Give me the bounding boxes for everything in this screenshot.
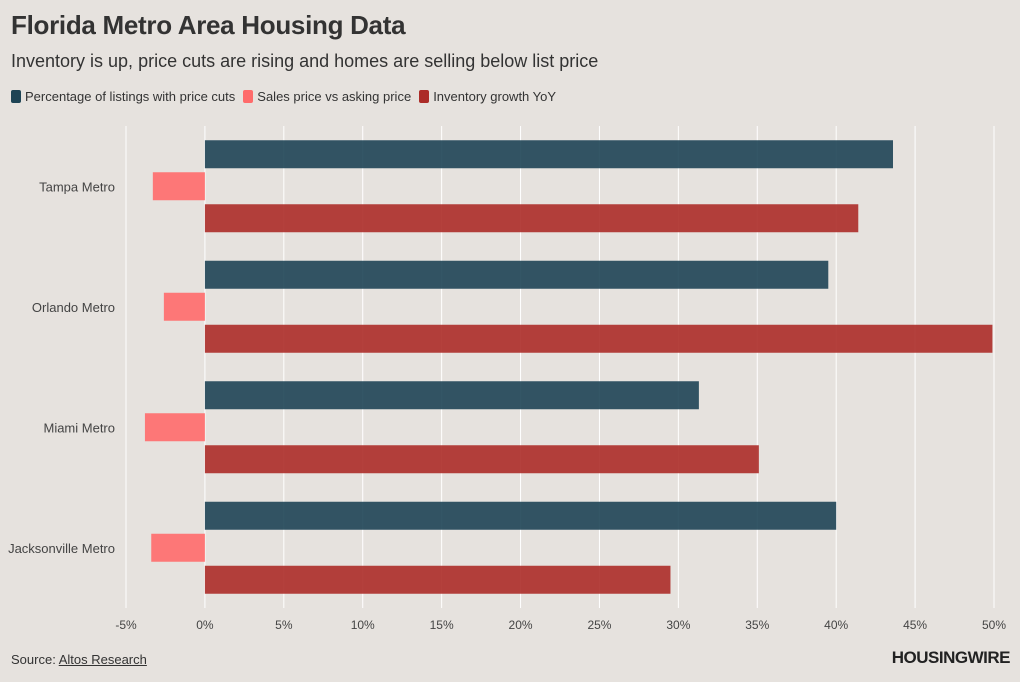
category-label: Orlando Metro (32, 300, 115, 315)
legend-swatch-inventory-growth (419, 90, 430, 103)
x-tick-label: -5% (115, 618, 137, 632)
bar-3-2[interactable] (204, 565, 671, 594)
legend-label-inventory-growth: Inventory growth YoY (433, 89, 557, 104)
x-tick-label: 15% (430, 618, 454, 632)
x-tick-label: 50% (982, 618, 1006, 632)
source-label: Source: (11, 652, 59, 667)
x-tick-label: 25% (587, 618, 611, 632)
legend-swatch-sales-vs-asking (243, 90, 254, 103)
legend-item-inventory-growth[interactable]: Inventory growth YoY (419, 89, 556, 104)
bar-1-1[interactable] (163, 292, 205, 321)
source-link[interactable]: Altos Research (58, 652, 147, 667)
bar-3-0[interactable] (204, 501, 837, 530)
category-label: Tampa Metro (39, 179, 115, 194)
legend-label-sales-vs-asking: Sales price vs asking price (257, 89, 412, 104)
x-tick-label: 20% (509, 618, 533, 632)
housingwire-logo: HOUSINGWIRE (891, 648, 1011, 667)
x-tick-label: 35% (745, 618, 769, 632)
bars (144, 140, 993, 594)
legend-item-sales-vs-asking[interactable]: Sales price vs asking price (243, 89, 411, 104)
chart-subtitle: Inventory is up, price cuts are rising a… (11, 51, 599, 71)
chart-title: Florida Metro Area Housing Data (11, 10, 406, 40)
gridlines (125, 126, 995, 608)
bar-1-0[interactable] (204, 260, 829, 289)
bar-2-0[interactable] (204, 381, 699, 410)
bar-2-2[interactable] (204, 445, 759, 474)
bar-3-1[interactable] (151, 533, 205, 562)
bar-0-0[interactable] (204, 140, 893, 169)
x-tick-label: 10% (351, 618, 375, 632)
category-label: Miami Metro (43, 420, 115, 435)
x-tick-label: 0% (196, 618, 214, 632)
x-tick-label: 45% (903, 618, 927, 632)
legend: Percentage of listings with price cuts S… (11, 89, 564, 104)
source-note: Source: Altos Research (11, 652, 147, 667)
legend-swatch-price-cuts (11, 90, 21, 103)
bar-0-2[interactable] (204, 204, 859, 233)
x-tick-label: 40% (824, 618, 848, 632)
bar-1-2[interactable] (204, 324, 993, 353)
legend-item-price-cuts[interactable]: Percentage of listings with price cuts (11, 89, 235, 104)
x-tick-label: 30% (666, 618, 690, 632)
category-label: Jacksonville Metro (8, 541, 115, 556)
bar-0-1[interactable] (152, 172, 205, 201)
x-tick-label: 5% (275, 618, 293, 632)
legend-label-price-cuts: Percentage of listings with price cuts (25, 89, 236, 104)
bar-2-1[interactable] (144, 413, 205, 442)
